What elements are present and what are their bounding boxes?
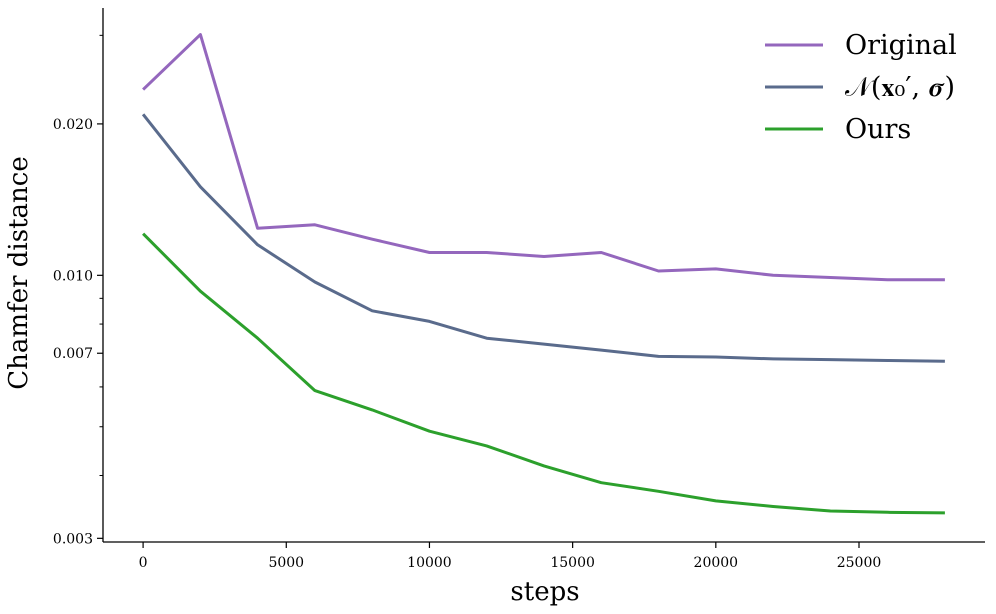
legend-label-3: Ours: [845, 114, 911, 145]
x-axis-label: steps: [510, 577, 579, 607]
x-tick-label: 5000: [268, 555, 304, 571]
x-tick-label: 15000: [550, 555, 595, 571]
legend: Original 𝒩(𝐱₀′, 𝝈) Ours: [765, 30, 957, 145]
y-axis-label: Chamfer distance: [4, 156, 34, 389]
x-tick-label: 10000: [407, 555, 452, 571]
y-tick-label: 0.010: [53, 268, 93, 284]
x-ticks: 0 5000 10000 15000 20000 25000: [139, 542, 882, 571]
y-tick-label: 0.007: [53, 346, 93, 362]
series-line-1: [142, 33, 945, 282]
legend-label-1: Original: [845, 30, 957, 61]
x-tick-label: 20000: [694, 555, 739, 571]
y-ticks: 0.003 0.007 0.010 0.020: [53, 34, 103, 547]
series-line-2: [141, 113, 945, 363]
series-line-3: [142, 232, 945, 515]
y-tick-label: 0.003: [53, 531, 93, 547]
y-tick-label: 0.020: [53, 117, 93, 133]
x-tick-label: 0: [139, 555, 148, 571]
legend-label-2: 𝒩(𝐱₀′, 𝝈): [845, 72, 955, 103]
x-tick-label: 25000: [837, 555, 882, 571]
series-layer: [141, 33, 945, 515]
